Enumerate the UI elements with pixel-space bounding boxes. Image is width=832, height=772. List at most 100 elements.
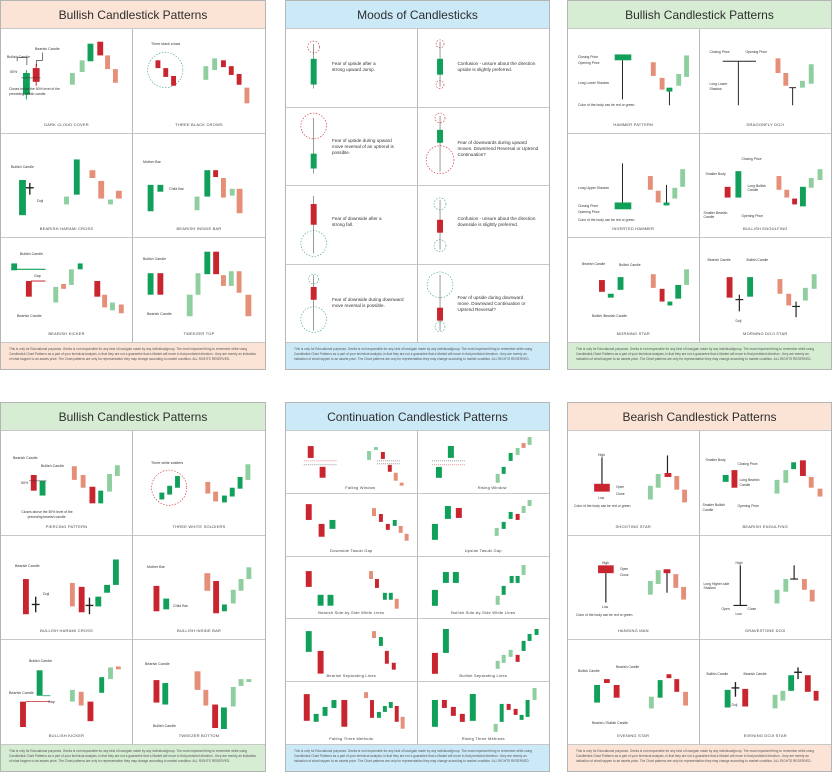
label: Doji xyxy=(735,319,742,324)
panel-bullish-separating-lines: Bullish Separating Lines xyxy=(417,619,549,683)
label: Doji xyxy=(37,198,44,203)
panel-evening-doji-star: Bullish Candle Bearish Candle Doji Eveni… xyxy=(699,640,831,745)
label: Bullish Candle xyxy=(578,669,600,674)
panel-falling-window: Falling Window xyxy=(286,431,418,494)
panel-gravestone-doji: High Long Higher-side Shadow Open Close … xyxy=(699,536,831,641)
panel-hanging-man: High Open Close Low Color of the body ca… xyxy=(568,535,700,641)
tweezer-top-chart xyxy=(147,252,252,317)
caption: Gravestone Doji xyxy=(744,628,786,634)
bullish-kicker-chart xyxy=(20,666,121,728)
label: Low xyxy=(602,604,609,609)
caption: Rising Window xyxy=(477,484,507,490)
label: Bearish / Bullish Candle xyxy=(592,721,628,726)
label: Long Bearish Candle xyxy=(739,478,760,487)
label: Mother Bar xyxy=(143,159,161,164)
label: Bullish Candle xyxy=(41,464,64,468)
card-title: Bearish Candlestick Patterns xyxy=(568,403,831,431)
label: Bearish Candle xyxy=(35,47,60,51)
caption: Falling Window xyxy=(345,484,376,490)
panel-downside-tasuki-gap: Downside Tasuki Gap xyxy=(286,493,418,557)
shooting-star-chart xyxy=(594,455,688,503)
mood-panel: Fear of downside after a strong fall. xyxy=(286,186,418,265)
caption: Shooting Star xyxy=(615,523,651,529)
caption: Inverted Hammer xyxy=(612,226,655,232)
disclaimer-footer: This is only for Educational purposes. G… xyxy=(1,745,265,771)
panel-three-white-soldiers: Three white soldiers Three White Soldier… xyxy=(133,431,265,536)
morning-star-chart xyxy=(599,269,689,306)
bullish-side-by-side-chart xyxy=(431,564,526,606)
upside-tasuki-gap-chart xyxy=(431,499,532,540)
panel-evening-star: Bullish Candle Bearish Candle Bearish / … xyxy=(568,640,700,745)
label: Closes above the 50% level of the preced… xyxy=(21,510,73,519)
caption: Downside Tasuki Gap xyxy=(330,547,373,553)
panel-tweezer-top: Bullish Candle Bearish Candle Tweezer To… xyxy=(133,238,265,343)
caption: Dragonfly Doji xyxy=(746,121,785,127)
card-bearish-patterns: Bearish Candlestick Patterns High Open C… xyxy=(567,402,832,772)
label: Open xyxy=(620,566,629,571)
mood-text: Fear of upside during downward move. Dow… xyxy=(457,294,526,312)
label: Opening Price xyxy=(578,61,600,65)
label: Closing Price xyxy=(741,156,762,161)
card-bullish-patterns-3: Bullish Candlestick Patterns Bearish Can… xyxy=(0,402,266,772)
label: Close xyxy=(747,606,757,611)
panel-bearish-inside-bar: Mother Bar Child Bar Bearish Inside Bar xyxy=(133,134,265,239)
label: Long Lower Shadow xyxy=(709,82,728,91)
mood-candle-chart xyxy=(425,112,454,174)
card-bullish-patterns-1: Bullish Candlestick Patterns Bullish Can… xyxy=(0,0,266,370)
caption: Bearish Separating Lines xyxy=(326,673,376,679)
caption: Bullish Side-by-Side White Lines xyxy=(451,610,516,616)
label: Bullish Candle xyxy=(153,724,176,729)
mood-candle-chart xyxy=(300,112,327,173)
mood-candle-chart xyxy=(435,39,444,89)
label: High xyxy=(598,453,605,457)
caption: Evening Doji Star xyxy=(743,732,787,738)
rising-three-methods-chart xyxy=(431,688,537,733)
hammer-chart xyxy=(614,54,689,106)
mood-text: Confusion - unsure about the direction u… xyxy=(457,61,536,72)
label: Opening Price xyxy=(741,213,764,218)
label: Mother Bar xyxy=(147,564,165,569)
label: Bullish Candle xyxy=(11,164,34,169)
label: Bullish Candle xyxy=(706,672,729,677)
evening-doji-star-chart xyxy=(724,667,819,709)
panel-hammer-pattern: Closing Price Opening Price Long Lower S… xyxy=(568,29,700,134)
label: Bearish Candle xyxy=(707,258,731,263)
label: Child Bar xyxy=(169,186,184,191)
label: Bullish Candle xyxy=(7,55,30,59)
label: Bullish Candle xyxy=(746,258,769,263)
mood-candle-chart xyxy=(433,197,446,252)
label: Bullish Candle xyxy=(20,252,43,257)
caption: Bearish Side-by-Side White Lines xyxy=(318,610,385,616)
panel-dark-cloud-cover: Bullish Candle Bearish Candle 50% Closes… xyxy=(1,29,133,134)
rising-window-chart xyxy=(431,436,532,483)
label: Bearish Candle xyxy=(17,314,42,319)
bullish-inside-bar-chart xyxy=(153,566,252,613)
panel-bearish-separating-lines: Bearish Separating Lines xyxy=(286,619,418,683)
caption: Bullish Separating Lines xyxy=(459,673,508,679)
label: Three white soldiers xyxy=(151,461,184,465)
caption: Bearish Inside Bar xyxy=(176,226,222,232)
caption: Bullish Harami Cross xyxy=(40,628,93,634)
label: Long Upper Shadow xyxy=(578,185,609,190)
label: Bearish Candle xyxy=(15,563,40,568)
mood-text: Fear of downside after a strong fall. xyxy=(332,216,382,227)
label: Color of the body can be red or green. xyxy=(578,217,636,222)
panel-shooting-star: High Open Close Low Color of the body ca… xyxy=(568,431,700,536)
label: Open xyxy=(721,606,730,611)
label: Long Lower Shadow xyxy=(578,81,609,85)
label: Smaller Bullish Candle xyxy=(702,503,725,512)
label: Bullish Candle xyxy=(29,659,52,664)
mood-panel: Fear of downwards during upward moves. D… xyxy=(417,108,549,186)
bearish-side-by-side-chart xyxy=(305,570,399,609)
panel-bearish-kicker: Bullish Candle Gap Bearish Candle Bearis… xyxy=(1,238,133,343)
caption: Piercing Pattern xyxy=(45,523,88,529)
inverted-hammer-chart xyxy=(614,162,686,209)
caption: Bullish Engulfing xyxy=(742,226,788,232)
panel-rising-window: Rising Window xyxy=(417,431,549,494)
label: Close xyxy=(616,492,625,496)
evening-star-chart xyxy=(594,674,689,709)
caption: Bearish Harami Cross xyxy=(39,226,94,232)
caption: Hanging Man xyxy=(617,628,649,634)
label: Bearish Candle xyxy=(13,456,38,460)
label: Bullish Candle xyxy=(143,257,166,262)
